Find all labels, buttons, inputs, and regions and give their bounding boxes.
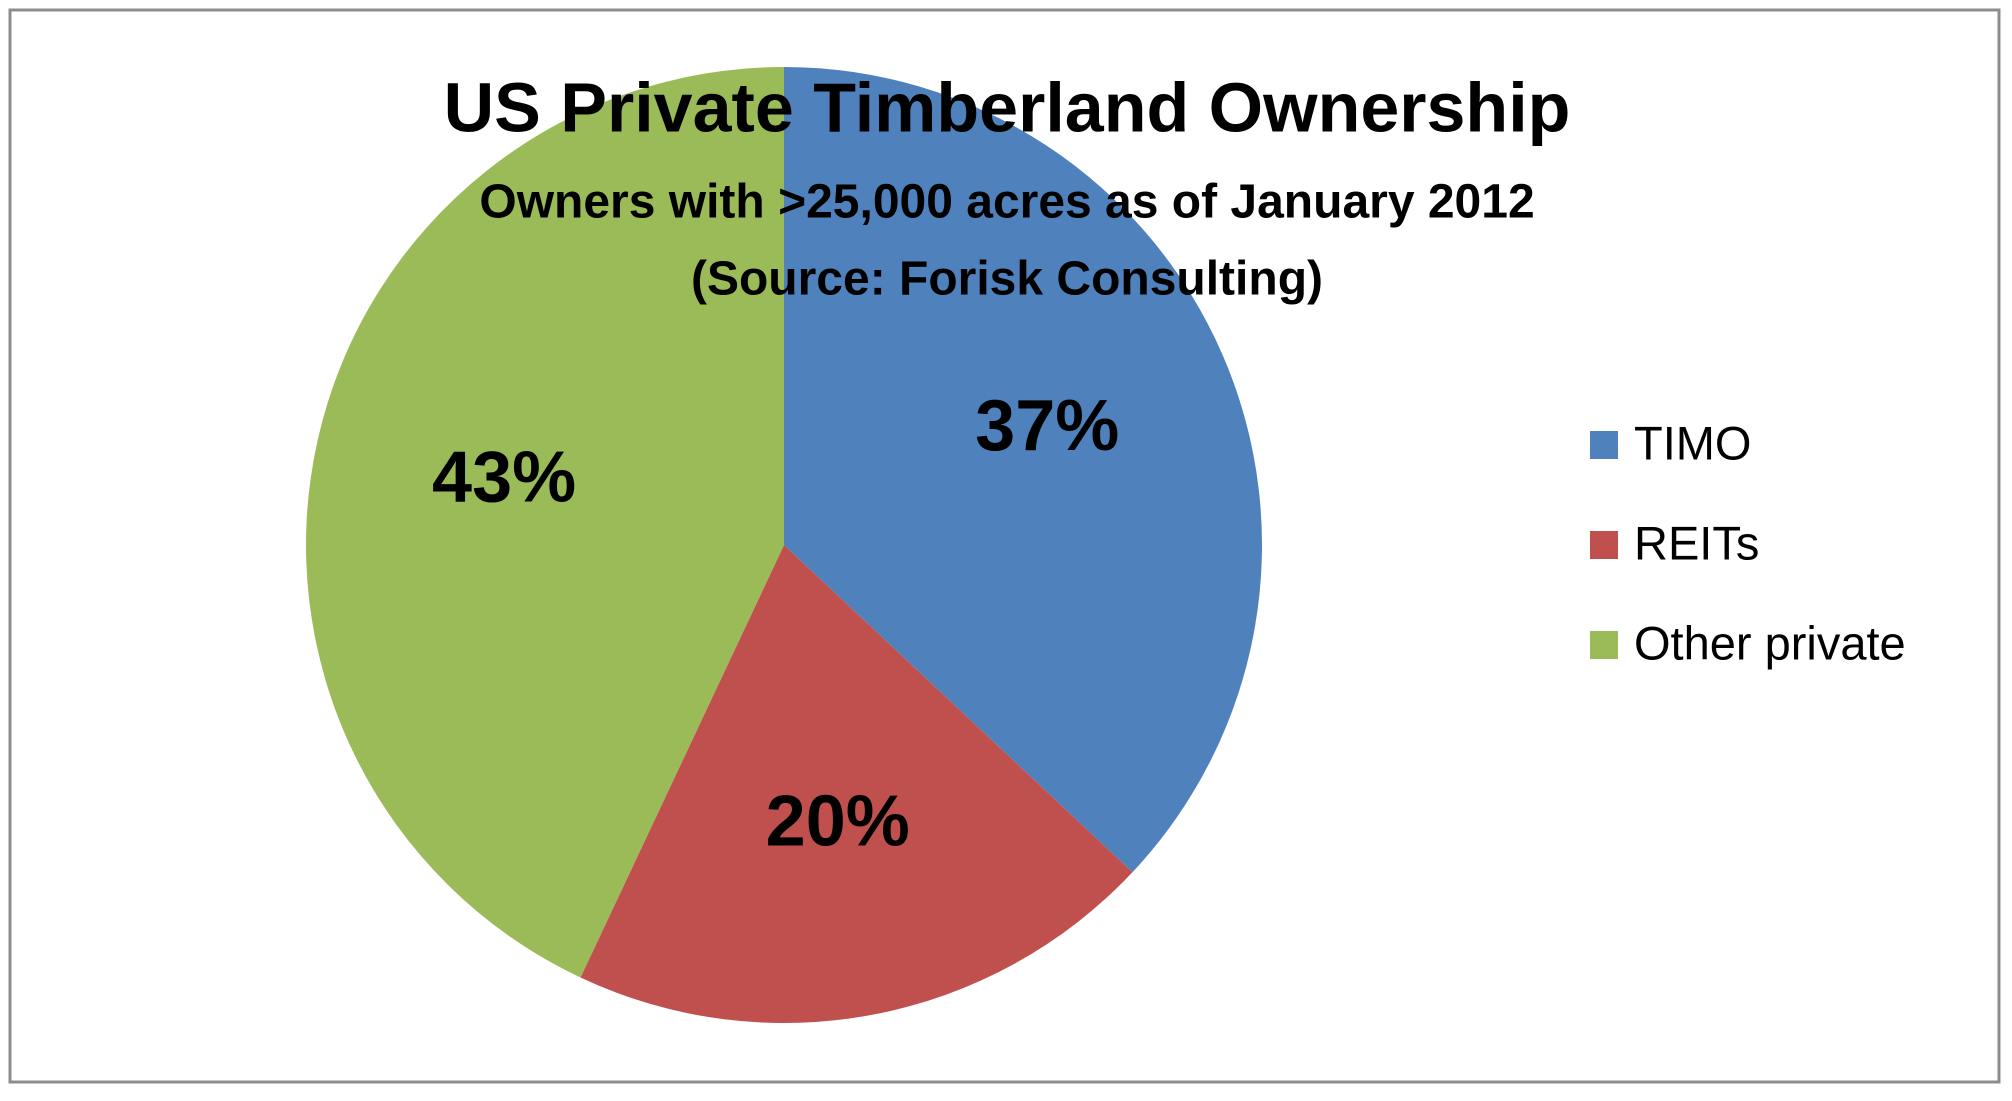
legend-label: TIMO — [1634, 416, 1751, 469]
pie-slice — [784, 67, 1262, 873]
chart-subtitle: (Source: Forisk Consulting) — [691, 253, 1323, 306]
chart-title: US Private Timberland Ownership — [444, 68, 1571, 146]
pie — [305, 66, 1262, 1023]
data-label: 43% — [432, 437, 576, 517]
legend-swatch — [1590, 431, 1618, 459]
pie-slice — [580, 545, 1133, 1023]
pie-slice — [305, 66, 784, 978]
legend-label: Other private — [1634, 616, 1906, 669]
chart-subtitle: Owners with >25,000 acres as of January … — [479, 176, 1534, 229]
data-label: 20% — [766, 782, 910, 862]
data-label: 37% — [975, 386, 1119, 466]
legend-label: REITs — [1634, 516, 1759, 569]
legend-swatch — [1590, 531, 1618, 559]
legend-swatch — [1590, 631, 1618, 659]
